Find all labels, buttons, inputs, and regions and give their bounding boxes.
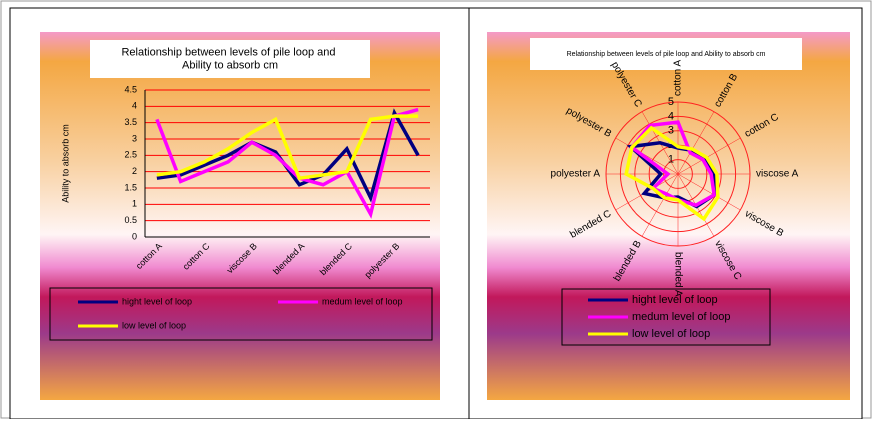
title-box — [90, 40, 370, 78]
chart-title: Relationship between levels of pile loop… — [567, 51, 766, 58]
legend-label: medum level of loop — [632, 311, 730, 323]
chart-title: Relationship between levels of pile loop… — [121, 46, 338, 71]
spoke — [641, 173, 679, 237]
data-line — [155, 107, 419, 219]
title-box — [530, 38, 802, 70]
legend-label: low level of loop — [122, 320, 186, 330]
legend-box — [561, 288, 771, 346]
r-tick-label: 1 — [668, 154, 674, 166]
y-tick-label: 4 — [132, 101, 137, 111]
category-label: cotton A — [673, 60, 684, 96]
y-tick-label: 4.5 — [124, 84, 137, 94]
y-tick-label: 2 — [132, 166, 137, 176]
y-tick-label: 3 — [132, 133, 137, 143]
y-tick-label: 1 — [132, 199, 137, 209]
category-label: viscose A — [756, 169, 799, 180]
spoke — [677, 137, 741, 175]
y-tick-label: 1.5 — [124, 182, 137, 192]
r-tick-label: 5 — [668, 96, 674, 108]
y-tick-label: 0.5 — [124, 215, 137, 225]
radar-line — [624, 125, 720, 222]
legend-label: hight level of loop — [122, 296, 192, 306]
category-label: polyester A — [551, 169, 601, 180]
r-tick-label: 3 — [668, 125, 674, 137]
category-label: blended A — [672, 252, 683, 297]
y-axis-label: Ability to absorb cm — [60, 124, 70, 203]
y-tick-label: 2.5 — [124, 150, 137, 160]
chart-area — [40, 32, 440, 400]
data-line — [156, 114, 419, 181]
legend-label: low level of loop — [632, 328, 710, 340]
legend-label: medum level of loop — [322, 296, 403, 306]
legend-box — [49, 287, 433, 341]
legend-label: hight level of loop — [632, 294, 718, 306]
y-tick-label: 0 — [132, 231, 137, 241]
spoke — [615, 137, 679, 175]
spoke — [677, 111, 715, 175]
spoke — [677, 173, 741, 211]
y-tick-label: 3.5 — [124, 117, 137, 127]
r-tick-label: 4 — [668, 110, 674, 122]
